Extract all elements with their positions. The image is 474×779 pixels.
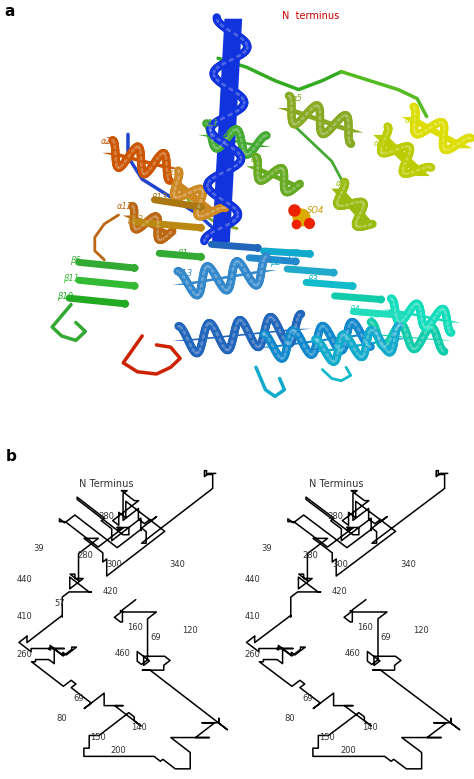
Text: β11: β11: [63, 274, 79, 283]
Text: 39: 39: [262, 544, 272, 552]
Text: 160: 160: [357, 622, 373, 632]
Text: β1: β1: [177, 249, 188, 258]
Text: 69: 69: [302, 694, 312, 703]
Text: β4: β4: [369, 312, 380, 320]
Text: α10: α10: [404, 116, 420, 125]
Text: 460: 460: [345, 649, 360, 657]
Text: 260: 260: [245, 650, 260, 658]
Text: 140: 140: [132, 723, 147, 731]
Text: α12: α12: [167, 168, 183, 177]
Text: 120: 120: [182, 626, 197, 635]
Text: β13: β13: [151, 192, 167, 202]
Text: 39: 39: [34, 544, 44, 552]
Text: β10: β10: [57, 292, 73, 301]
Text: 410: 410: [245, 612, 260, 621]
Text: 150: 150: [319, 733, 335, 742]
Text: α12': α12': [116, 202, 135, 210]
Text: 120: 120: [413, 626, 428, 635]
Text: 410: 410: [17, 612, 33, 621]
Text: 200: 200: [340, 746, 356, 755]
Text: 140: 140: [362, 723, 377, 731]
Text: β6: β6: [71, 256, 81, 265]
Text: 280: 280: [77, 551, 93, 560]
Text: β4: β4: [349, 305, 360, 314]
Text: 300: 300: [107, 560, 122, 569]
Text: 380: 380: [328, 513, 344, 521]
Text: 440: 440: [245, 575, 260, 584]
Text: 380: 380: [98, 513, 114, 521]
Text: α9: α9: [336, 179, 346, 189]
Text: 300: 300: [332, 560, 347, 569]
Text: α5: α5: [292, 94, 303, 103]
Text: 340: 340: [169, 560, 185, 569]
Text: SO4: SO4: [307, 206, 324, 215]
Text: β7: β7: [289, 249, 299, 258]
Text: 160: 160: [128, 622, 143, 632]
Text: 260: 260: [17, 650, 33, 658]
Text: 69: 69: [73, 694, 84, 703]
Text: b: b: [6, 449, 17, 464]
Text: 69: 69: [150, 633, 161, 642]
Text: 200: 200: [111, 746, 127, 755]
Text: 150: 150: [90, 733, 106, 742]
Text: β12: β12: [127, 215, 143, 224]
Text: 80: 80: [285, 714, 295, 723]
Text: 440: 440: [17, 575, 33, 584]
Text: 69: 69: [381, 633, 392, 642]
Text: 340: 340: [400, 560, 416, 569]
Text: N Terminus: N Terminus: [309, 479, 363, 489]
Text: α1: α1: [219, 130, 230, 139]
Text: 420: 420: [102, 587, 118, 596]
Text: α13: α13: [177, 269, 193, 278]
Text: 420: 420: [332, 587, 347, 596]
Text: α7: α7: [251, 154, 261, 164]
Text: β3: β3: [308, 276, 318, 284]
Text: 80: 80: [56, 714, 67, 723]
Text: β2: β2: [270, 258, 280, 266]
Text: 57: 57: [55, 599, 65, 608]
Text: 280: 280: [302, 551, 318, 560]
Text: N Terminus: N Terminus: [79, 479, 134, 489]
Text: a: a: [5, 5, 15, 19]
Text: α6: α6: [374, 139, 384, 148]
Text: 460: 460: [115, 649, 131, 657]
Text: N  terminus: N terminus: [282, 11, 339, 21]
Text: α2: α2: [101, 136, 112, 146]
Text: α11: α11: [203, 118, 219, 128]
